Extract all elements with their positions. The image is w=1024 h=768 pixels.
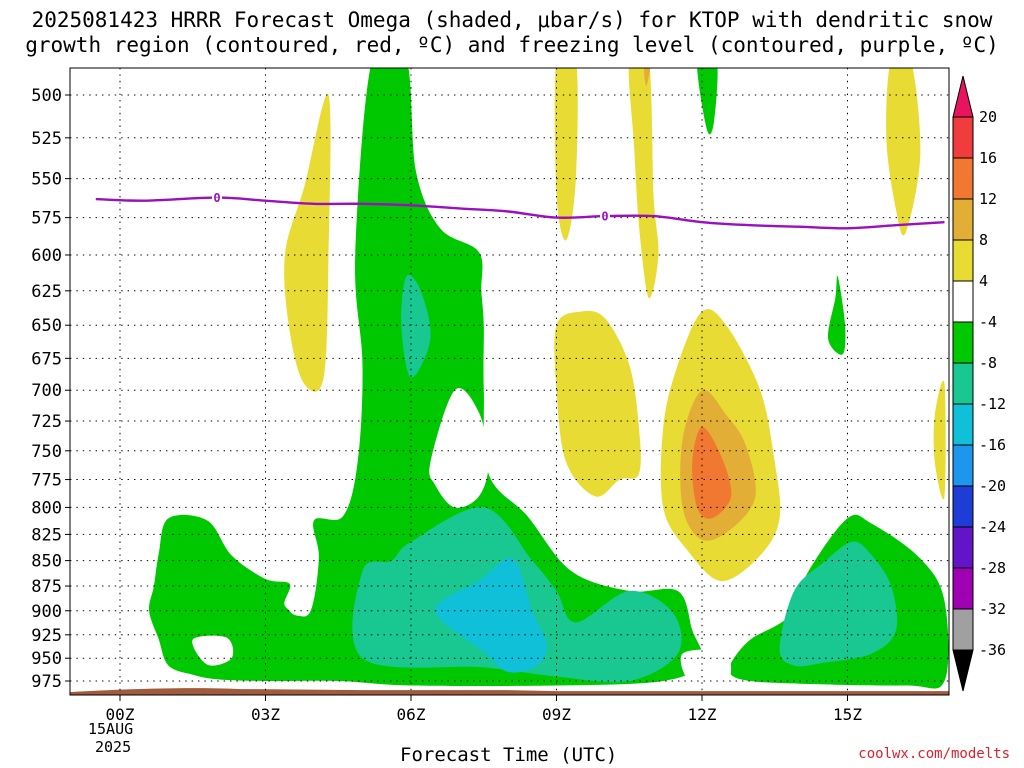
x-tick-label-00Z: 00Z [106,705,135,724]
freezing-level-line [95,196,945,230]
y-tick-label-500: 500 [31,86,62,106]
omega-region-12 [284,93,331,392]
omega-region-13 [554,310,641,497]
omega-region-5 [697,68,718,135]
y-tick-label-650: 650 [31,316,62,336]
y-tick-label-575: 575 [31,209,62,229]
omega-region-7 [401,274,431,378]
y-tick-label-525: 525 [31,129,62,149]
colorbar-label-12: -32 [979,600,1006,618]
source-credit-link[interactable]: coolwx.com/modelts [858,746,1010,762]
y-tick-label-550: 550 [31,170,62,190]
omega-region-6 [827,275,846,355]
colorbar-band-10 [952,526,974,569]
colorbar: 20 16 12 8 4 -4 -8 -12 -16 -20 -24 -28 -32 -36 [952,75,1006,692]
y-tick-label-950: 950 [31,649,62,669]
colorbar-label-4: 4 [979,272,988,290]
omega-region-18 [628,68,659,299]
y-tick-label-875: 875 [31,577,62,597]
colorbar-label-3: 8 [979,231,988,249]
colorbar-bottom-arrow [952,649,974,692]
surface-terrain [70,688,949,695]
colorbar-label-0: 20 [979,108,997,126]
colorbar-top-arrow [952,75,974,118]
colorbar-band-9 [952,485,974,528]
colorbar-band-0 [952,116,974,159]
colorbar-band-2 [952,198,974,241]
colorbar-band-1 [952,157,974,200]
colorbar-label-7: -12 [979,395,1006,413]
colorbar-band-8 [952,444,974,487]
freezing-label-bg-1 [600,209,610,223]
y-tick-label-775: 775 [31,471,62,491]
omega-region-9 [289,590,310,616]
chart-title-line-1: 2025081423 HRRR Forecast Omega (shaded, … [31,8,993,32]
colorbar-label-6: -8 [979,354,997,372]
x-tick-label-03Z: 03Z [251,705,280,724]
colorbar-label-13: -36 [979,641,1006,659]
y-tick-label-725: 725 [31,412,62,432]
colorbar-label-2: 12 [979,190,997,208]
colorbar-band-11 [952,567,974,610]
y-tick-label-900: 900 [31,602,62,622]
omega-region-17 [554,68,578,241]
omega-region-8 [429,388,489,508]
x-tick-label-06Z: 06Z [397,705,426,724]
chart-title-line-2: growth region (contoured, red, ºC) and f… [25,33,999,57]
x-axis: 00Z 03Z 06Z 09Z 12Z 15Z [106,695,862,724]
colorbar-label-1: 16 [979,149,997,167]
x-tick-label-09Z: 09Z [542,705,571,724]
colorbar-band-5 [952,321,974,364]
y-tick-label-600: 600 [31,246,62,266]
colorbar-band-12 [952,608,974,651]
colorbar-band-3 [952,239,974,282]
y-tick-label-700: 700 [31,381,62,401]
omega-region-19 [886,68,921,236]
colorbar-label-10: -24 [979,518,1006,536]
y-tick-label-750: 750 [31,442,62,462]
colorbar-band-6 [952,362,974,405]
plot-frame [69,67,950,696]
y-tick-label-925: 925 [31,626,62,646]
y-tick-label-975: 975 [31,672,62,692]
colorbar-band-7 [952,403,974,446]
y-tick-label-800: 800 [31,498,62,518]
omega-region-20 [933,380,946,500]
colorbar-label-5: -4 [979,313,997,331]
y-axis: 500 525 550 575 600 625 650 675 700 725 750 775 800 8… [31,86,70,692]
freezing-level-label-0: 0 [213,191,220,205]
x-tick-label-12Z: 12Z [688,705,717,724]
omega-region-10 [192,635,234,666]
colorbar-label-8: -16 [979,436,1006,454]
y-tick-label-625: 625 [31,282,62,302]
omega-region-0 [149,68,704,687]
y-tick-label-675: 675 [31,349,62,369]
x-tick-label-15Z: 15Z [833,705,862,724]
omega-region-4 [779,541,898,667]
y-tick-label-850: 850 [31,552,62,572]
omega-region-21 [643,68,651,87]
omega-region-16 [692,427,732,519]
y-tick-label-825: 825 [31,525,62,545]
omega-region-11 [680,649,732,690]
colorbar-label-9: -20 [979,477,1006,495]
freezing-label-bg-0 [212,190,222,204]
date-label-day: 15AUG [88,720,133,738]
freezing-level-contour: 00 [95,190,945,230]
freezing-level-label-1: 0 [601,210,608,224]
x-axis-label: Forecast Time (UTC) [400,744,618,766]
colorbar-label-11: -28 [979,559,1006,577]
colorbar-band-4 [952,280,974,323]
date-label-year: 2025 [95,738,131,756]
